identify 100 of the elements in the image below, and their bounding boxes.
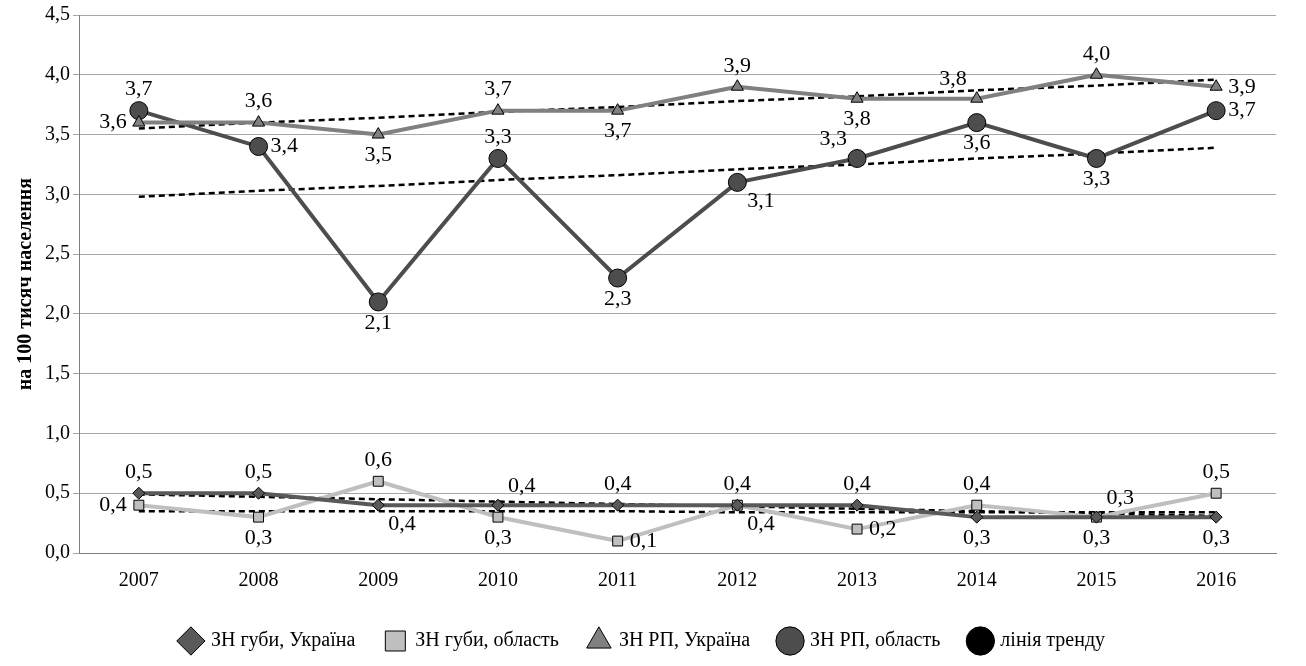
data-label: 0,3 [1106,483,1134,509]
data-label: 0,5 [125,458,153,483]
x-tick-label: 2013 [837,568,878,591]
data-label: 0,4 [747,509,775,535]
data-label: 4,0 [1082,39,1111,65]
x-tick-label: 2012 [717,568,758,591]
point [132,486,146,500]
data-label: 0,3 [1082,523,1111,549]
y-tick-label: 4,0 [45,62,70,85]
point [368,292,388,312]
y-tick-label: 2,0 [45,301,70,324]
data-label: 0,2 [869,514,897,540]
x-tick-label: 2007 [118,568,159,591]
point [1210,487,1222,499]
y-tick-label: 1,0 [45,420,70,443]
data-label: 0,5 [1202,458,1230,483]
data-label: 0,4 [507,471,536,497]
x-tick-label: 2009 [358,568,399,591]
data-label: 3,7 [484,75,512,101]
data-label: 3,6 [244,87,273,113]
legend-label: ЗН РП, Україна [618,628,751,652]
point [611,498,625,512]
point [850,91,864,103]
data-label: 0,4 [963,469,991,495]
data-label: 3,1 [747,187,775,213]
y-tick-label: 3,5 [45,121,70,144]
point [727,172,747,192]
point [252,486,266,500]
y-axis-title: на 100 тисяч населення [13,177,36,391]
point [970,91,984,103]
point [1086,148,1106,168]
x-tick-label: 2014 [956,568,997,591]
y-tick-label: 0,0 [45,540,70,563]
point [851,523,863,535]
point [492,511,504,523]
point [371,127,385,139]
data-label: 3,5 [364,141,392,167]
data-label: 0,4 [603,469,632,495]
point [970,510,984,524]
data-label: 0,3 [1202,523,1230,549]
data-label: 3,3 [484,123,512,149]
point [372,475,384,487]
y-tick-label: 1,5 [45,360,70,383]
point [129,101,149,121]
data-label: 2,3 [603,284,632,310]
y-tick-label: 0,5 [45,480,70,503]
data-label: 3,8 [939,65,967,91]
data-label: 3,4 [270,132,299,158]
data-label: 0,4 [843,469,871,495]
y-tick-label: 3,0 [45,181,70,204]
point [611,103,625,115]
data-label: 0,3 [244,523,273,549]
data-label: 0,6 [364,446,392,472]
point [608,268,628,288]
data-label: 0,5 [244,458,273,483]
y-tick-label: 2,5 [45,241,70,264]
point [1209,510,1223,524]
data-label: 0,4 [723,469,752,495]
y-tick-label: 4,5 [45,2,70,25]
x-tick-label: 2016 [1196,568,1237,591]
point [612,535,624,547]
point [730,79,744,91]
data-label: 3,7 [1228,96,1256,122]
point [491,498,505,512]
point [971,499,983,511]
point [1209,79,1223,91]
point [967,113,987,133]
data-label: 3,3 [1082,165,1111,191]
data-label: 2,1 [364,308,392,334]
point [253,511,264,523]
x-tick-label: 2011 [598,568,638,591]
legend-label: ЗН губи, область [415,628,559,652]
data-label: 3,9 [1228,72,1256,98]
point [847,148,867,168]
point [133,499,145,511]
legend-label: лінія тренду [1000,628,1106,652]
x-tick-label: 2008 [238,568,279,591]
point [1089,67,1104,79]
data-label: 0,3 [963,523,991,549]
data-label: 0,1 [629,526,658,552]
point [850,498,864,512]
x-tick-label: 2010 [477,568,518,591]
point [491,103,505,115]
point [1206,101,1226,121]
legend-label: ЗН губи, Україна [210,628,356,652]
legend-label: ЗН РП, область [810,628,941,651]
point [251,115,266,127]
data-label: 0,4 [388,509,416,535]
point [249,137,269,157]
point [132,115,146,127]
data-label: 3,9 [723,51,752,77]
data-label: 0,4 [99,490,127,516]
point [371,498,385,512]
data-label: 3,6 [99,108,127,134]
data-label: 3,7 [125,75,153,101]
data-label: 0,3 [484,523,512,549]
data-label: 3,7 [603,117,632,143]
x-tick-label: 2015 [1076,568,1117,591]
point [488,148,508,168]
data-label: 3,6 [963,129,991,155]
